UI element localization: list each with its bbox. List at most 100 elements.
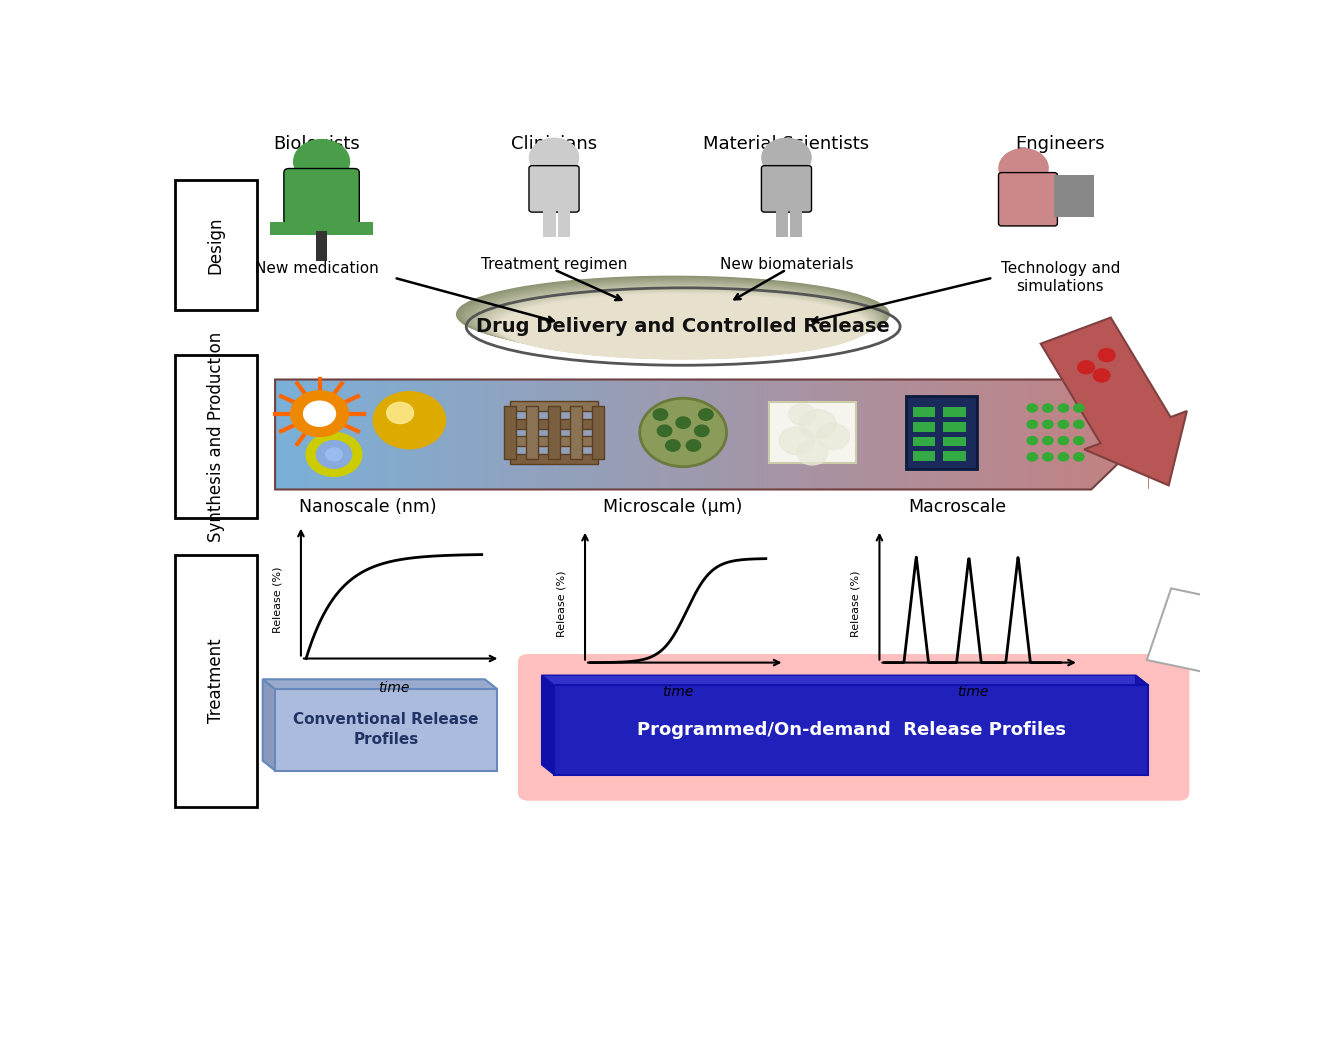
Bar [686,380,692,490]
Bar [348,380,353,490]
Circle shape [1058,404,1069,412]
Bar [889,380,894,490]
Bar [548,380,552,490]
Ellipse shape [484,288,876,358]
Bar [876,380,880,490]
Bar [1128,380,1132,490]
Bar [408,380,412,490]
Bar [970,380,974,490]
Circle shape [686,440,701,451]
Bar [841,380,845,490]
Text: Release (%): Release (%) [850,570,861,637]
Bar [511,419,599,428]
Bar [1033,380,1037,490]
Bar [471,380,475,490]
Text: Treatment regimen: Treatment regimen [481,257,628,272]
Circle shape [1073,420,1084,428]
Polygon shape [263,679,497,689]
Bar [893,380,897,490]
Bar [307,380,311,490]
Bar [513,380,517,490]
Bar [769,401,856,463]
Bar [1113,380,1117,490]
Bar [1005,380,1009,490]
Bar [447,380,451,490]
Bar [373,380,377,490]
Bar [1061,380,1065,490]
Bar [641,380,647,490]
Bar [753,380,758,490]
Bar [589,380,595,490]
Bar [1130,380,1136,490]
Bar [296,380,300,490]
Bar [557,206,569,237]
Ellipse shape [495,292,870,359]
Bar [750,380,754,490]
Bar [953,380,957,490]
Bar [632,380,636,490]
Bar [733,380,737,490]
Bar [611,380,615,490]
Bar [401,380,405,490]
Bar [830,380,834,490]
Bar [391,380,395,490]
Bar [621,380,625,490]
Bar [587,380,591,490]
Bar [592,406,604,459]
Bar [331,380,336,490]
Bar [740,380,744,490]
Bar [339,380,343,490]
Bar [303,380,308,490]
FancyBboxPatch shape [284,168,360,224]
Bar [572,380,576,490]
Bar [701,380,705,490]
Ellipse shape [461,278,886,354]
Bar [1050,380,1054,490]
Bar [520,380,524,490]
Bar [555,380,559,490]
Bar [527,380,531,490]
Text: Drug Delivery and Controlled Release: Drug Delivery and Controlled Release [476,317,890,336]
Circle shape [657,425,672,437]
Bar [527,406,539,459]
Bar [1064,380,1069,490]
Text: Material Scientists: Material Scientists [704,135,869,153]
Ellipse shape [472,282,881,355]
Bar [942,380,946,490]
Bar [932,380,936,490]
Bar [289,380,293,490]
Text: Release (%): Release (%) [272,566,283,633]
Bar [826,380,832,490]
Text: Design: Design [207,216,225,274]
Bar [809,380,814,490]
Ellipse shape [487,289,874,358]
Bar [544,380,548,490]
Bar [551,380,556,490]
Bar [624,380,629,490]
Bar [429,380,433,490]
Bar [492,380,496,490]
Bar [988,380,992,490]
Bar [481,380,485,490]
Bar [495,380,500,490]
Ellipse shape [492,291,872,359]
Bar [460,380,465,490]
Bar [768,380,772,490]
Bar [925,380,929,490]
Polygon shape [1092,435,1148,490]
Bar [300,380,304,490]
Bar [1102,380,1108,490]
Bar [833,380,838,490]
Bar [1109,380,1114,490]
Text: Macroscale: Macroscale [908,497,1006,515]
Bar [1054,380,1058,490]
Bar [854,380,860,490]
Bar [1134,380,1138,490]
Bar [477,380,483,490]
Bar [359,380,364,490]
Bar [949,380,953,490]
Circle shape [762,139,810,177]
Bar [397,380,401,490]
Ellipse shape [497,293,869,360]
Bar [365,380,371,490]
